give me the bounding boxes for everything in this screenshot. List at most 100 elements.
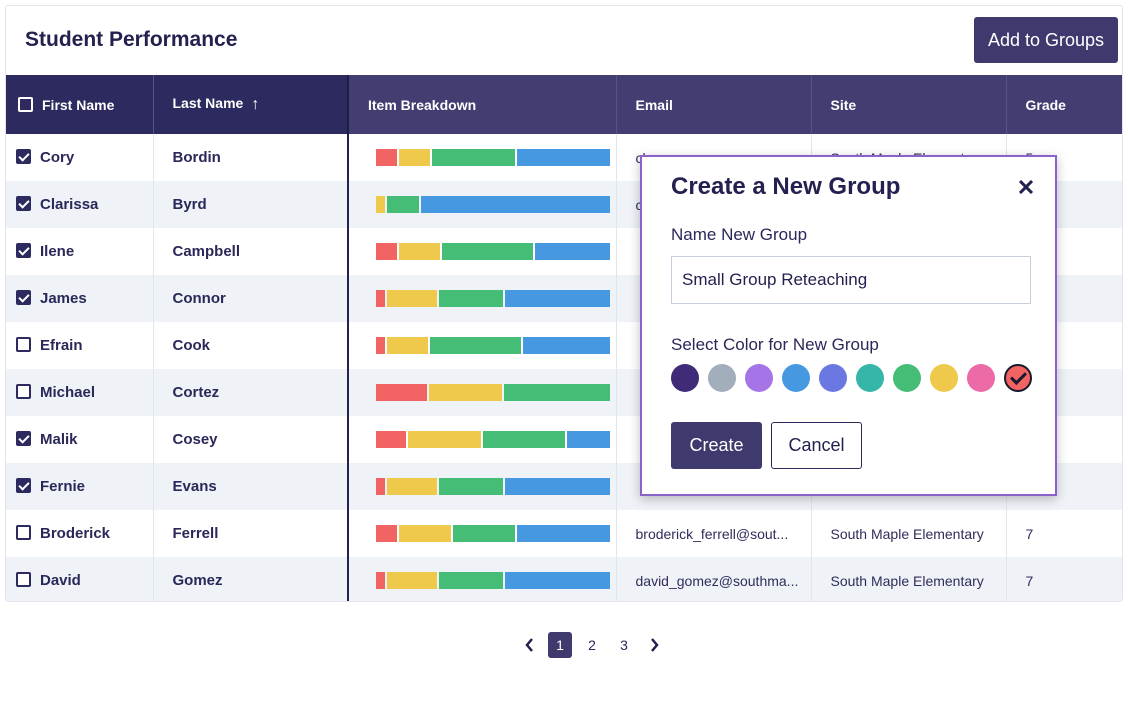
item-breakdown-bar[interactable] xyxy=(376,337,611,354)
item-breakdown-cell[interactable] xyxy=(347,463,617,510)
site-cell: South Maple Elementary xyxy=(811,557,1007,601)
row-checkbox[interactable] xyxy=(16,431,31,446)
email-cell: david_gomez@southma... xyxy=(616,557,812,601)
item-breakdown-cell[interactable] xyxy=(347,416,617,463)
item-breakdown-bar[interactable] xyxy=(376,149,610,166)
table-row[interactable]: Broderick Ferrell broderick_ferrell@sout..… xyxy=(6,510,1122,557)
breakdown-segment-blue xyxy=(523,337,611,354)
item-breakdown-bar[interactable] xyxy=(376,196,610,213)
breakdown-segment-red xyxy=(376,290,386,307)
first-name-cell: Cory xyxy=(6,134,154,181)
row-checkbox[interactable] xyxy=(16,525,31,540)
item-breakdown-bar[interactable] xyxy=(376,431,610,448)
column-header-item-breakdown[interactable]: Item Breakdown xyxy=(347,75,617,134)
row-checkbox[interactable] xyxy=(16,196,31,211)
color-swatch[interactable] xyxy=(893,364,921,392)
item-breakdown-bar[interactable] xyxy=(376,572,610,589)
row-checkbox[interactable] xyxy=(16,243,31,258)
column-header-email[interactable]: Email xyxy=(616,75,812,134)
grade-cell: 7 xyxy=(1006,510,1122,557)
item-breakdown-bar[interactable] xyxy=(376,384,610,401)
email-cell: broderick_ferrell@sout... xyxy=(616,510,812,557)
sort-ascending-icon[interactable]: ↑ xyxy=(251,96,260,113)
first-name: Malik xyxy=(40,431,78,448)
first-name-cell: Broderick xyxy=(6,510,154,557)
first-name: Efrain xyxy=(40,337,83,354)
last-name-cell: Byrd xyxy=(153,181,349,228)
color-swatch[interactable] xyxy=(930,364,958,392)
color-swatch[interactable] xyxy=(819,364,847,392)
first-name-cell: Ilene xyxy=(6,228,154,275)
breakdown-segment-green xyxy=(441,243,533,260)
pagination: 1 2 3 xyxy=(520,632,664,658)
first-name: David xyxy=(40,572,81,589)
item-breakdown-cell[interactable] xyxy=(347,322,617,369)
item-breakdown-bar[interactable] xyxy=(376,478,610,495)
color-swatch[interactable] xyxy=(967,364,995,392)
breakdown-segment-yellow xyxy=(428,384,503,401)
item-breakdown-bar[interactable] xyxy=(376,525,610,542)
color-swatch-selected[interactable] xyxy=(1004,364,1032,392)
color-swatch[interactable] xyxy=(708,364,736,392)
table-row[interactable]: James Connor xyxy=(6,275,1122,322)
page-3[interactable]: 3 xyxy=(620,637,628,653)
select-all-checkbox[interactable] xyxy=(18,96,33,112)
breakdown-segment-green xyxy=(439,478,504,495)
table-row[interactable]: David Gomez david_gomez@southma... South Ma… xyxy=(6,557,1122,601)
breakdown-segment-yellow xyxy=(376,196,386,213)
last-name-cell: Cosey xyxy=(153,416,349,463)
column-header-grade[interactable]: Grade xyxy=(1006,75,1122,134)
first-name: Ilene xyxy=(40,243,75,260)
row-checkbox[interactable] xyxy=(16,149,31,164)
column-header-last-name[interactable]: Last Name ↑ xyxy=(153,75,349,134)
group-name-input[interactable] xyxy=(671,256,1031,304)
breakdown-segment-yellow xyxy=(387,337,429,354)
row-checkbox[interactable] xyxy=(16,384,31,399)
breakdown-segment-yellow xyxy=(407,431,481,448)
item-breakdown-cell[interactable] xyxy=(347,181,617,228)
page-title: Student Performance xyxy=(25,28,238,51)
color-swatch[interactable] xyxy=(671,364,699,392)
add-to-groups-button[interactable]: Add to Groups xyxy=(974,17,1118,63)
breakdown-segment-green xyxy=(439,290,504,307)
row-checkbox[interactable] xyxy=(16,572,31,587)
item-breakdown-cell[interactable] xyxy=(347,228,617,275)
next-page-icon[interactable] xyxy=(644,632,664,658)
breakdown-segment-green xyxy=(504,384,610,401)
row-checkbox[interactable] xyxy=(16,478,31,493)
last-name-cell: Ferrell xyxy=(153,510,349,557)
close-icon[interactable] xyxy=(1015,176,1037,198)
page-2[interactable]: 2 xyxy=(588,637,596,653)
breakdown-segment-yellow xyxy=(387,478,438,495)
first-name-cell: Clarissa xyxy=(6,181,154,228)
row-checkbox[interactable] xyxy=(16,337,31,352)
item-breakdown-bar[interactable] xyxy=(376,290,610,307)
page-1[interactable]: 1 xyxy=(548,632,572,658)
create-button[interactable]: Create xyxy=(671,422,762,469)
item-breakdown-cell[interactable] xyxy=(347,275,617,322)
breakdown-segment-blue xyxy=(505,572,610,589)
column-header-first-name[interactable]: First Name xyxy=(6,75,154,134)
prev-page-icon[interactable] xyxy=(520,632,540,658)
item-breakdown-cell[interactable] xyxy=(347,369,617,416)
first-name: James xyxy=(40,290,87,307)
color-swatch[interactable] xyxy=(856,364,884,392)
first-name-cell: Michael xyxy=(6,369,154,416)
breakdown-segment-yellow xyxy=(387,290,438,307)
cancel-button[interactable]: Cancel xyxy=(771,422,862,469)
item-breakdown-bar[interactable] xyxy=(376,243,610,260)
last-name-cell: Connor xyxy=(153,275,349,322)
color-swatch[interactable] xyxy=(745,364,773,392)
column-header-site[interactable]: Site xyxy=(811,75,1007,134)
color-select-label: Select Color for New Group xyxy=(671,335,879,354)
breakdown-segment-yellow xyxy=(398,525,451,542)
last-name-cell: Campbell xyxy=(153,228,349,275)
breakdown-segment-blue xyxy=(566,431,610,448)
item-breakdown-cell[interactable] xyxy=(347,134,617,181)
breakdown-segment-red xyxy=(376,337,386,354)
first-name-label: First Name xyxy=(42,96,115,113)
row-checkbox[interactable] xyxy=(16,290,31,305)
item-breakdown-cell[interactable] xyxy=(347,510,617,557)
item-breakdown-cell[interactable] xyxy=(347,557,617,601)
color-swatch[interactable] xyxy=(782,364,810,392)
